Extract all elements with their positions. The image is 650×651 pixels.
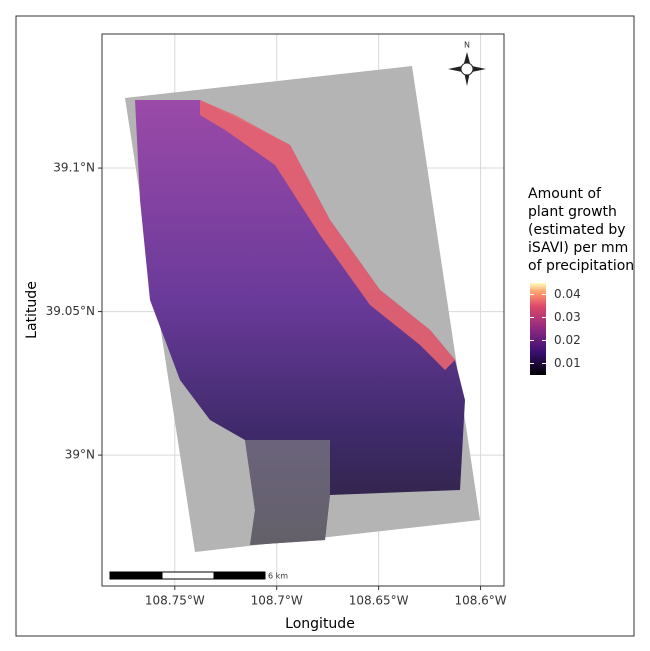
outer-border — [15, 15, 635, 637]
x-axis-title: Longitude — [285, 616, 355, 632]
no-data-area — [245, 440, 330, 545]
legend-title: iSAVI) per mm — [528, 240, 628, 256]
colorbar-label: 0.02 — [554, 333, 581, 347]
scale-bar: 6 km — [109, 571, 288, 581]
legend-title: Amount of — [528, 186, 602, 202]
colorbar-label: 0.03 — [554, 310, 581, 324]
legend-title: of precipitation — [528, 258, 634, 274]
legend-title: plant growth — [528, 204, 617, 220]
north-label: N — [464, 41, 470, 50]
x-tick-label: 108.7°W — [251, 594, 303, 608]
y-axis-title: Latitude — [24, 281, 40, 339]
scale-label: 6 km — [268, 572, 288, 581]
panel-border — [101, 33, 505, 587]
compass: N — [448, 41, 486, 86]
legend-title: (estimated by — [528, 222, 626, 238]
map-layers — [125, 66, 480, 552]
growth-area — [135, 100, 465, 545]
x-tick-label: 108.65°W — [349, 594, 409, 608]
y-tick-label: 39°N — [65, 448, 95, 462]
colorbar — [530, 283, 546, 375]
y-tick-label: 39.05°N — [46, 304, 95, 318]
high-growth-strip — [200, 100, 455, 370]
x-tick-label: 108.6°W — [454, 594, 506, 608]
colorbar-label: 0.04 — [554, 287, 581, 301]
x-tick-label: 108.75°W — [145, 594, 205, 608]
y-tick-label: 39.1°N — [53, 161, 95, 175]
colorbar-label: 0.01 — [554, 356, 581, 370]
